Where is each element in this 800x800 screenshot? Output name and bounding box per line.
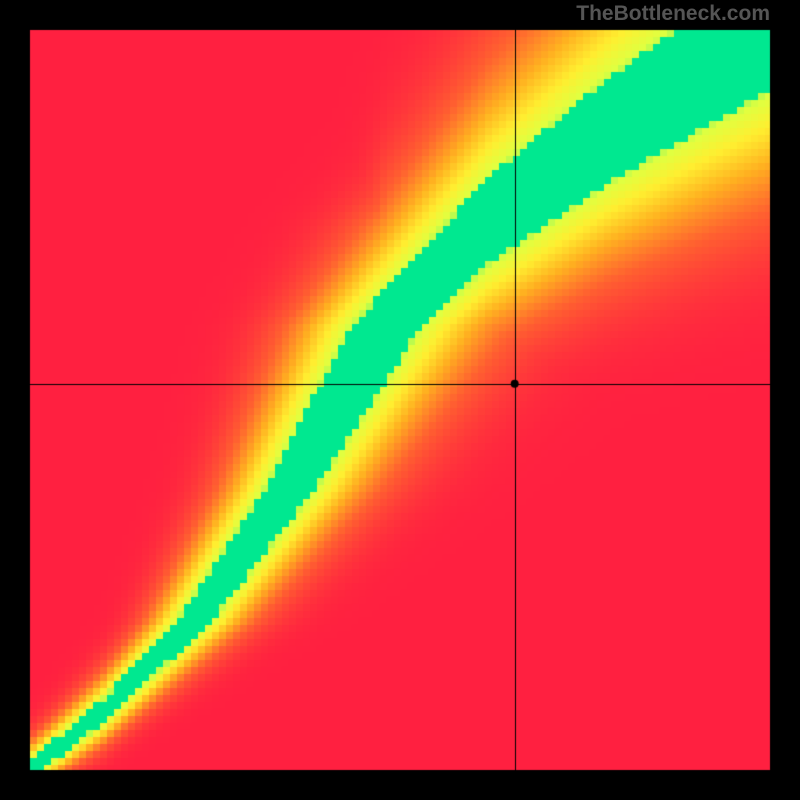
bottleneck-heatmap — [0, 0, 800, 800]
watermark-text: TheBottleneck.com — [576, 2, 770, 26]
chart-container: TheBottleneck.com — [0, 0, 800, 800]
